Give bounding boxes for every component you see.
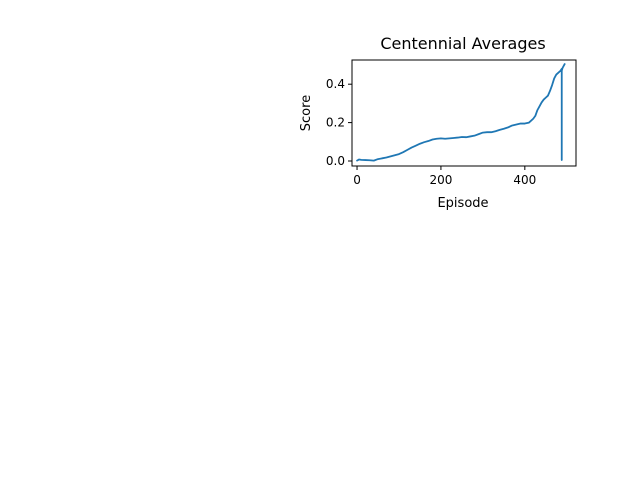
x-tick-label: 200 bbox=[429, 173, 452, 187]
y-axis-ticks: 0.0 0.2 0.4 bbox=[326, 77, 352, 168]
y-tick-label: 0.4 bbox=[326, 77, 345, 91]
series-line-0 bbox=[356, 63, 566, 162]
plot-area: 0 200 400 0.0 0.2 0.4 bbox=[326, 59, 577, 187]
chart-title: Centennial Averages bbox=[380, 34, 545, 53]
x-axis-ticks: 0 200 400 bbox=[353, 166, 536, 187]
y-tick-label: 0.0 bbox=[326, 154, 345, 168]
y-axis-label: Score bbox=[299, 95, 314, 131]
x-axis-label: Episode bbox=[437, 196, 488, 211]
x-tick-label: 0 bbox=[353, 173, 361, 187]
series-layer bbox=[356, 63, 566, 162]
x-tick-label: 400 bbox=[513, 173, 536, 187]
axes-frame bbox=[351, 59, 577, 167]
y-tick-label: 0.2 bbox=[326, 116, 345, 130]
